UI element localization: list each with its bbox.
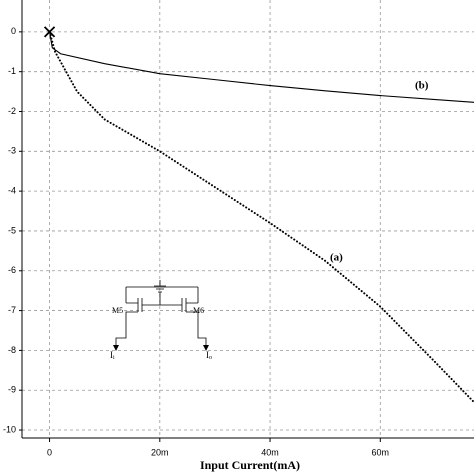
inset-label: Ii: [110, 350, 115, 361]
y-tick-label: -6: [8, 265, 16, 275]
inset-label: M6: [193, 306, 204, 315]
inset-sub: o: [209, 355, 212, 361]
inset-label: M5: [112, 306, 123, 315]
transistors: [115, 286, 207, 348]
ground: [154, 280, 166, 293]
y-tick-label: -9: [8, 385, 16, 395]
inset-label: Io: [206, 350, 212, 361]
inset-label: I: [110, 350, 113, 360]
y-tick-label: -2: [8, 106, 16, 116]
y-tick-label: -10: [3, 424, 16, 434]
y-tick-label: -4: [8, 186, 16, 196]
x-tick-label: 60m: [372, 447, 390, 457]
series-label: (a): [330, 252, 343, 264]
y-tick-label: -3: [8, 146, 16, 156]
y-tick-label: -1: [8, 66, 16, 76]
series-line: [49, 31, 474, 103]
x-tick-label: 40m: [261, 447, 279, 457]
y-tick-label: 0: [11, 26, 16, 36]
y-tick-label: -5: [8, 225, 16, 235]
inset-sub: i: [113, 355, 115, 361]
origin-marker: [43, 26, 56, 38]
x-axis-label: Input Current(mA): [200, 458, 300, 472]
y-tick-label: -7: [8, 305, 16, 315]
series-label: (b): [415, 80, 429, 92]
plot: 0 -1 -2 -3 -4 -5 -6 -7 -8 -9 -10 0 20m 40m 60m (a) (b): [3, 0, 474, 457]
inset-label: I: [206, 350, 209, 360]
circuit-inset: M5 M6 Ii Io: [110, 280, 212, 361]
x-tick-label: 20m: [151, 447, 169, 457]
series-line: [48, 30, 474, 404]
x-tick-label: 0: [47, 447, 52, 457]
y-tick-label: -8: [8, 345, 16, 355]
